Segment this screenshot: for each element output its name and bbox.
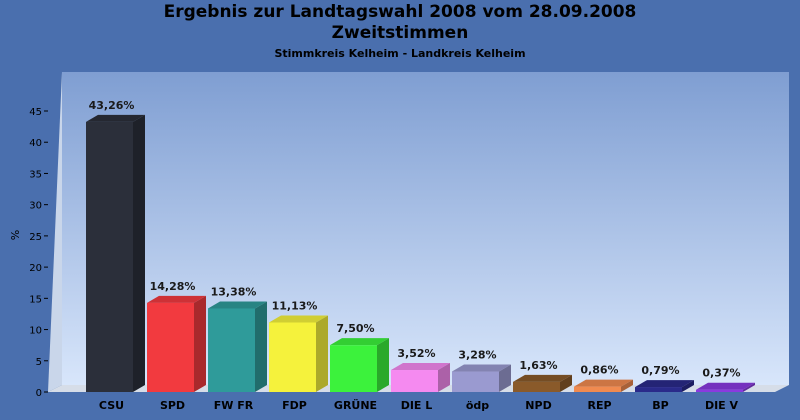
bar-top [86, 114, 145, 122]
bar-front [696, 389, 743, 392]
bar-front [269, 322, 316, 392]
y-tick-label: 35 [29, 169, 42, 180]
x-tick-label: FDP [282, 399, 307, 412]
bar-top [269, 315, 328, 323]
y-tick-label: 30 [29, 201, 42, 212]
bar-side [255, 301, 267, 392]
x-tick-label: ödp [466, 399, 489, 412]
data-label: 3,28% [458, 349, 496, 362]
data-label: 11,13% [272, 299, 318, 312]
data-label: 1,63% [519, 359, 557, 372]
bar-front [574, 386, 621, 392]
y-tick-label: 0 [36, 388, 42, 399]
bar-top [635, 380, 694, 388]
y-axis: 0 5 10 15 20 25 30 35 40 45 [29, 107, 48, 399]
bar-front [513, 381, 560, 392]
data-label: 7,50% [336, 322, 374, 335]
y-tick-label: 15 [29, 294, 42, 305]
x-tick-label: FW FR [214, 399, 254, 412]
bar-rep: 0,86% [574, 364, 633, 392]
x-tick-label: DIE L [401, 399, 433, 412]
y-tick-label: 10 [29, 326, 42, 337]
y-tick-label: 45 [29, 107, 42, 118]
bar-side [133, 114, 145, 393]
data-label: 43,26% [89, 99, 135, 112]
x-tick-label: DIE V [705, 399, 739, 412]
chart-subtitle: Stimmkreis Kelheim - Landkreis Kelheim [274, 47, 526, 60]
bar-side [377, 338, 389, 392]
bar-side [194, 295, 206, 392]
x-tick-label: BP [652, 399, 668, 412]
bar-grüne: 7,50% [330, 322, 389, 392]
y-tick-label: 25 [29, 232, 42, 243]
bars-group: 43,26% 14,28% 13,38% 11,13% 7,50% 3,52% 3,28% 1… [86, 99, 755, 393]
bar-top [391, 363, 450, 371]
y-tick-label: 20 [29, 263, 42, 274]
bar-npd: 1,63% [513, 359, 572, 392]
bar-die-v: 0,37% [696, 367, 755, 392]
x-tick-label: SPD [160, 399, 185, 412]
bar-side [560, 374, 572, 392]
bar-front [635, 387, 682, 392]
bar-bp: 0,79% [635, 364, 694, 392]
bar-top [513, 374, 572, 382]
chart-title-line-2: Zweitstimmen [331, 23, 469, 43]
bar-side [682, 380, 694, 392]
bar-top [147, 295, 206, 303]
y-axis-label: % [9, 230, 22, 240]
bar-fdp: 11,13% [269, 299, 328, 392]
bar-side [743, 382, 755, 392]
bar-side [499, 364, 511, 392]
plot-side-wall [48, 72, 62, 392]
bar-front [330, 345, 377, 392]
bar-side [621, 379, 633, 392]
data-label: 14,28% [150, 280, 196, 293]
data-label: 0,86% [580, 364, 618, 377]
data-label: 13,38% [211, 285, 257, 298]
bar-top [330, 338, 389, 346]
bar-ödp: 3,28% [452, 349, 511, 392]
bar-front [147, 302, 194, 392]
bar-front [208, 308, 255, 392]
bar-side [316, 315, 328, 392]
bar-top [574, 379, 633, 387]
x-axis-labels: CSU SPD FW FR FDP GRÜNE DIE L ödp NPD REP BP DIE V [99, 398, 739, 412]
data-label: 0,37% [702, 367, 740, 380]
bar-top [452, 364, 511, 372]
x-tick-label: CSU [99, 399, 124, 412]
bar-front [391, 370, 438, 392]
x-tick-label: NPD [525, 399, 551, 412]
bar-csu: 43,26% [86, 99, 145, 393]
bar-front [452, 371, 499, 392]
title-block: Ergebnis zur Landtagswahl 2008 vom 28.09… [0, 2, 800, 60]
data-label: 3,52% [397, 347, 435, 360]
x-tick-label: GRÜNE [334, 398, 377, 412]
y-tick-label: 40 [29, 138, 42, 149]
bar-top [696, 382, 755, 390]
bar-front [86, 121, 133, 393]
data-label: 0,79% [641, 364, 679, 377]
chart-title: Ergebnis zur Landtagswahl 2008 vom 28.09… [163, 2, 637, 22]
bar-top [208, 301, 267, 309]
bar-die-l: 3,52% [391, 347, 450, 392]
x-tick-label: REP [587, 399, 611, 412]
bar-fw-fr: 13,38% [208, 285, 267, 392]
bar-side [438, 363, 450, 392]
bar-spd: 14,28% [147, 280, 206, 392]
y-tick-label: 5 [36, 357, 42, 368]
